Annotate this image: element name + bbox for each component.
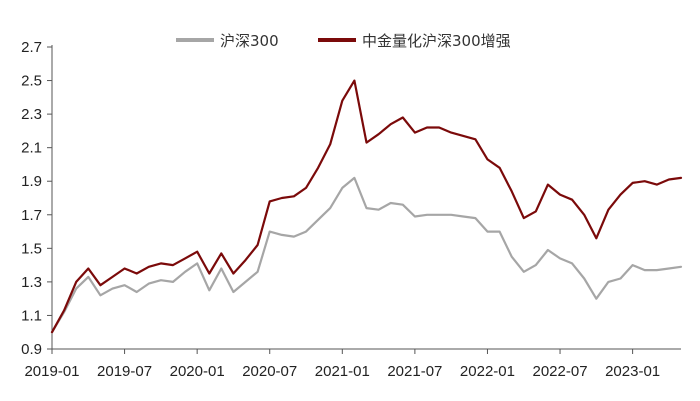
y-tick-label: 1.3 [21, 274, 42, 291]
x-tick-label: 2022-01 [460, 363, 515, 380]
x-tick-label: 2022-07 [533, 363, 588, 380]
legend-label-enhanced: 中金量化沪深300增强 [362, 32, 511, 50]
y-tick-label: 2.1 [21, 140, 42, 157]
y-tick-label: 1.5 [21, 240, 42, 257]
x-axis: 2019-01 2019-07 2020-01 2020-07 2021-01 2021-… [24, 348, 681, 380]
y-tick-label: 1.7 [21, 207, 42, 224]
x-tick-label: 2019-07 [97, 363, 152, 380]
plot-area [50, 79, 683, 334]
series-line-enhanced [50, 79, 683, 334]
x-tick-label: 2023-01 [605, 363, 660, 380]
x-tick-label: 2021-01 [315, 363, 370, 380]
y-tick-label: 0.9 [21, 341, 42, 358]
x-tick-label: 2019-01 [24, 363, 79, 380]
y-tick-label: 2.5 [21, 73, 42, 90]
x-tick-label: 2021-07 [387, 363, 442, 380]
legend: 沪深300 中金量化沪深300增强 [176, 32, 511, 50]
x-tick-label: 2020-07 [242, 363, 297, 380]
y-tick-label: 1.9 [21, 173, 42, 190]
y-axis: 0.9 1.1 1.3 1.5 1.7 1.9 2.1 2.3 2.5 2.7 [21, 39, 53, 358]
y-tick-label: 1.1 [21, 307, 42, 324]
x-tick-label: 2020-01 [170, 363, 225, 380]
y-tick-label: 2.3 [21, 106, 42, 123]
series-line-hs300 [50, 176, 683, 334]
legend-label-hs300: 沪深300 [220, 32, 279, 50]
y-tick-label: 2.7 [21, 39, 42, 56]
